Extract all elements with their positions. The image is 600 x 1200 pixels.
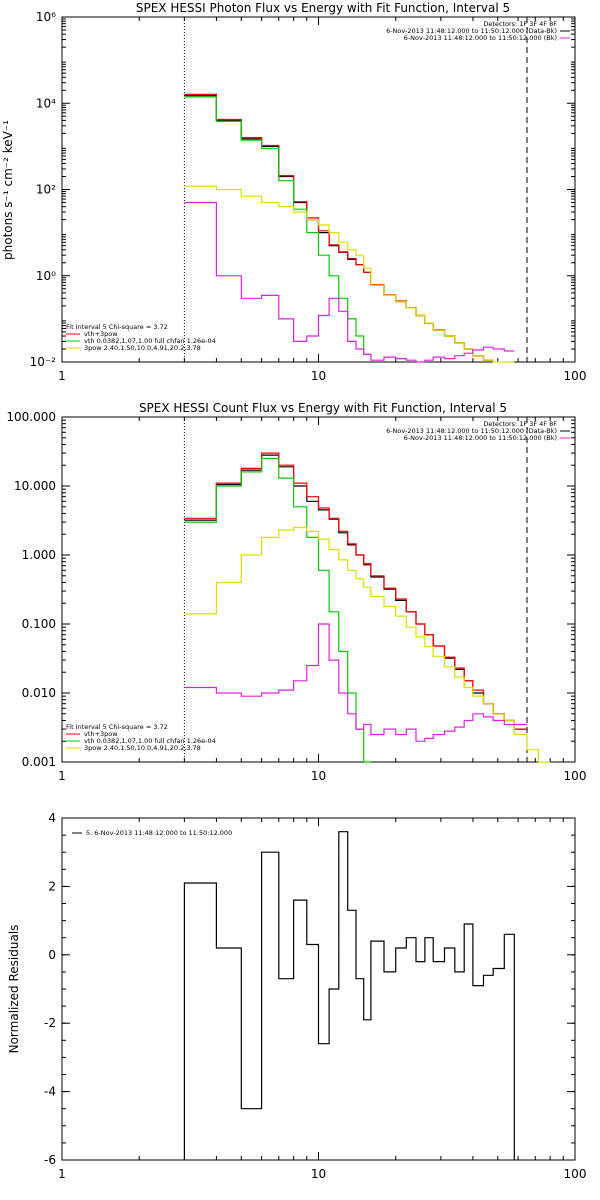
y-tick-label: 0.001 [22,755,56,769]
series-line-vth-3pow [184,93,494,361]
x-tick-label: 1 [58,1167,66,1181]
residuals-axes: 1 10 100 -6 -4 -2 0 2 4 [44,811,586,1181]
series-line-3pow [184,526,551,763]
legend-entry: Detectors: 1F 3F 4F 8F [483,20,557,28]
count-axes: 1 10 100 0.001 0.010 0.100 1.000 10.000 100.000 [6,410,586,783]
y-tick-label: 10.000 [14,479,56,493]
photon-legend: Detectors: 1F 3F 4F 8F6-Nov-2013 11:48:1… [66,20,570,352]
count-legend: Detectors: 1F 3F 4F 8F6-Nov-2013 11:48:1… [66,420,570,752]
y-tick-label: 0.100 [22,617,56,631]
count-plot-frame [61,416,576,763]
photon-axes: 1 10 100 10⁻² 10⁰ 10² 10⁴ 10⁶ [30,10,587,383]
y-tick-label: 10² [36,183,56,197]
legend-entry: 3pow 2.40,1.50,10.0,4.91,20.2,3.78 [84,344,201,352]
x-tick-label: 1 [58,769,66,783]
legend-entry: 6-Nov-2013 11:48:12.000 to 11:50:12.000 … [404,434,557,442]
x-tick-label: 10 [311,369,326,383]
y-tick-label: 0.010 [22,686,56,700]
photon-chart-title: SPEX HESSI Photon Flux vs Energy with Fi… [136,1,510,15]
y-tick-label: 10⁻² [30,355,57,369]
x-tick-label: 100 [564,1167,587,1181]
legend-entry: Detectors: 1F 3F 4F 8F [483,420,557,428]
y-tick-label: 1.000 [22,548,56,562]
series-line-bk [184,623,527,742]
legend-entry: vth 0.0382,1.07,1.00 full chfan 1.26e-04 [84,337,216,345]
legend-entry: 6-Nov-2013 11:48:12.000 to 11:50:12.000 … [386,27,557,35]
residuals-legend: 5. 6-Nov-2013 11:48:12.000 to 11:50:12.0… [72,829,232,837]
y-tick-label: 10⁶ [36,10,56,24]
legend-entry: 6-Nov-2013 11:48:12.000 to 11:50:12.000 … [386,427,557,435]
count-flux-panel: SPEX HESSI Count Flux vs Energy with Fit… [6,401,586,783]
photon-series [184,93,515,363]
x-tick-label: 10 [311,769,326,783]
series-line-vth [184,457,371,763]
count-chart-title: SPEX HESSI Count Flux vs Energy with Fit… [139,401,507,415]
x-tick-label: 1 [58,369,66,383]
y-tick-label: 2 [48,879,56,893]
x-tick-label: 100 [564,369,587,383]
photon-y-axis-label: photons s⁻¹ cm⁻² keV⁻¹ [1,120,15,260]
residuals-y-axis-label: Normalized Residuals [7,925,21,1054]
legend-entry: Fit Interval 5 Chi-square = 3.72 [66,723,168,731]
y-tick-label: -2 [44,1016,56,1030]
series-line-vth-3pow [184,452,527,730]
photon-plot-frame [61,16,576,363]
count-series [184,452,551,763]
y-tick-label: 4 [48,811,56,825]
photon-flux-panel: SPEX HESSI Photon Flux vs Energy with Fi… [1,1,586,383]
y-tick-label: -6 [44,1153,56,1167]
series-line-residuals [183,831,515,1160]
x-tick-label: 10 [311,1167,326,1181]
series-line-data-bk [184,454,527,730]
series-line-bk [184,201,515,363]
y-tick-label: 100.000 [6,410,56,424]
series-line-3pow [184,185,515,363]
x-tick-label: 100 [564,769,587,783]
y-tick-label: -4 [44,1085,56,1099]
y-tick-label: 10⁴ [36,96,56,110]
residuals-panel: 1 10 100 -6 -4 -2 0 2 4 Normalized Residuals 5. … [7,811,586,1181]
legend-entry: vth 0.0382,1.07,1.00 full chfan 1.26e-04 [84,737,216,745]
residuals-series [183,831,515,1160]
y-tick-label: 0 [48,948,56,962]
legend-entry: Fit Interval 5 Chi-square = 3.72 [66,323,168,331]
legend-entry: 5. 6-Nov-2013 11:48:12.000 to 11:50:12.0… [86,829,232,837]
legend-entry: vth+3pow [84,330,118,338]
series-line-data-bk [184,95,494,361]
legend-entry: 6-Nov-2013 11:48:12.000 to 11:50:12.000 … [404,34,557,42]
legend-entry: 3pow 2.40,1.50,10.0,4.91,20.2,3.78 [84,744,201,752]
y-tick-label: 10⁰ [36,269,56,283]
legend-entry: vth+3pow [84,730,118,738]
series-line-vth [184,96,371,355]
